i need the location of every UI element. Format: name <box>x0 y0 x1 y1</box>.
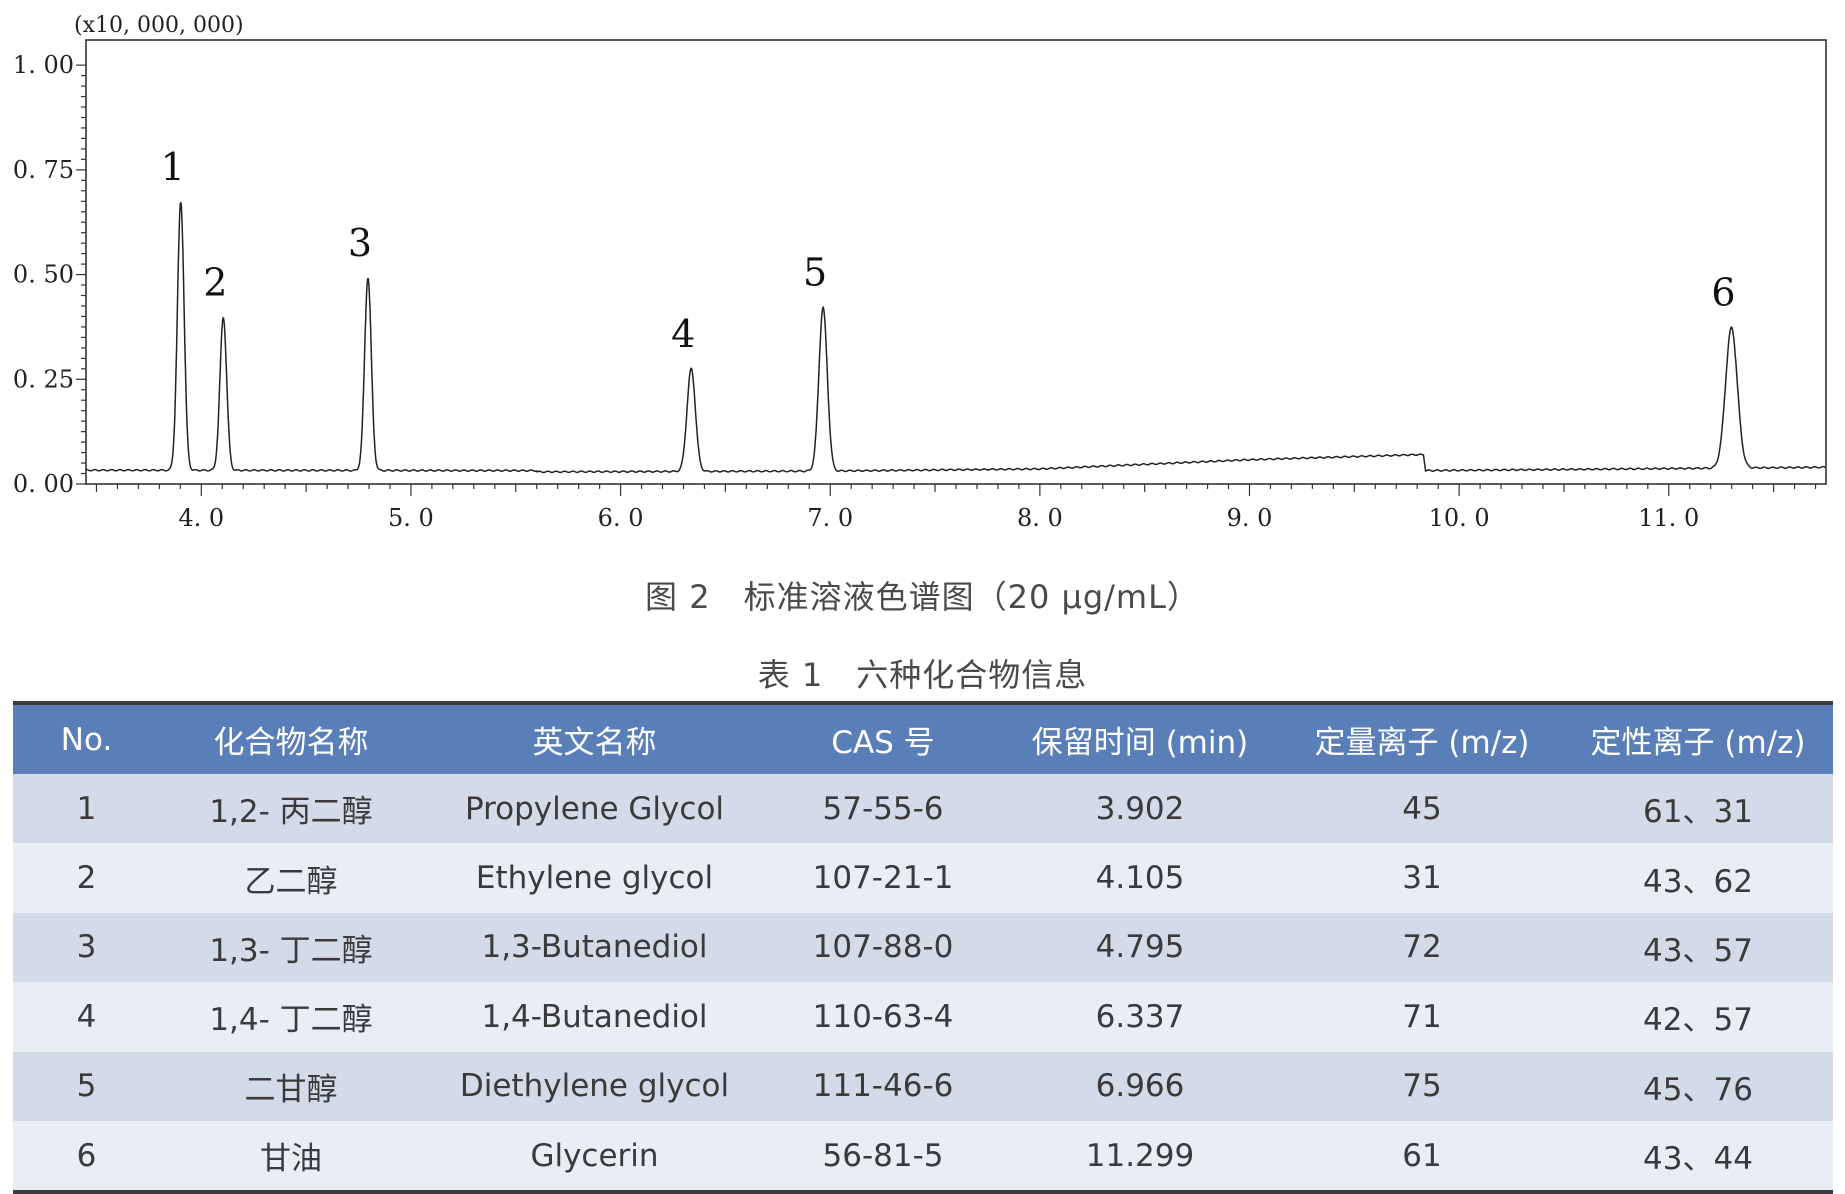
y-tick-label: 1. 00 <box>13 51 74 79</box>
cell-retention-time: 6.337 <box>999 982 1281 1052</box>
cell-quant-ion: 61 <box>1281 1120 1563 1194</box>
header-retention-time: 保留时间 (min) <box>999 701 1281 774</box>
header-quant-ion: 定量离子 (m/z) <box>1281 701 1563 774</box>
y-multiplier-label: (x10, 000, 000) <box>74 13 244 38</box>
cell-retention-time: 4.795 <box>999 912 1281 983</box>
cell-cas: 107-88-0 <box>767 912 999 983</box>
cell-compound-name: 1,2- 丙二醇 <box>160 774 422 844</box>
table-row: 2 乙二醇 Ethylene glycol 107-21-1 4.105 31 … <box>13 843 1833 913</box>
y-tick-label: 0. 00 <box>13 470 74 498</box>
cell-qual-ion: 43、62 <box>1563 843 1833 913</box>
header-english-name: 英文名称 <box>422 701 767 774</box>
x-tick-label: 9. 0 <box>1227 504 1273 532</box>
x-tick-label: 11. 0 <box>1638 504 1699 532</box>
cell-compound-name: 1,4- 丁二醇 <box>160 982 422 1052</box>
cell-quant-ion: 72 <box>1281 912 1563 983</box>
compound-info-table: No. 化合物名称 英文名称 CAS 号 保留时间 (min) 定量离子 (m/… <box>13 701 1833 1194</box>
peak-label: 6 <box>1711 271 1735 315</box>
header-compound-name: 化合物名称 <box>160 701 422 774</box>
x-tick-label: 10. 0 <box>1429 504 1490 532</box>
cell-cas: 110-63-4 <box>767 982 999 1052</box>
x-tick-label: 8. 0 <box>1017 504 1063 532</box>
cell-no: 6 <box>13 1120 160 1194</box>
peak-label: 3 <box>348 221 372 265</box>
cell-english-name: 1,4-Butanediol <box>422 982 767 1052</box>
cell-cas: 56-81-5 <box>767 1120 999 1194</box>
cell-quant-ion: 45 <box>1281 774 1563 844</box>
x-tick-label: 5. 0 <box>388 504 434 532</box>
cell-no: 1 <box>13 774 160 844</box>
cell-compound-name: 二甘醇 <box>160 1051 422 1121</box>
cell-english-name: Glycerin <box>422 1120 767 1194</box>
table-row: 3 1,3- 丁二醇 1,3-Butanediol 107-88-0 4.795… <box>13 912 1833 983</box>
cell-retention-time: 3.902 <box>999 774 1281 844</box>
table-row: 6 甘油 Glycerin 56-81-5 11.299 61 43、44 <box>13 1120 1833 1194</box>
table-row: 4 1,4- 丁二醇 1,4-Butanediol 110-63-4 6.337… <box>13 982 1833 1052</box>
chromatogram-svg: 0. 00 0. 25 0. 50 0. 75 1. 00(x10, 000, 000)… <box>13 13 1827 532</box>
cell-english-name: Diethylene glycol <box>422 1051 767 1121</box>
header-no: No. <box>13 701 160 774</box>
peak-label: 2 <box>203 260 227 304</box>
cell-compound-name: 甘油 <box>160 1120 422 1194</box>
y-tick-label: 0. 75 <box>13 156 74 184</box>
y-tick-label: 0. 25 <box>13 365 74 393</box>
cell-english-name: 1,3-Butanediol <box>422 912 767 983</box>
peak-label: 4 <box>671 312 695 356</box>
cell-cas: 57-55-6 <box>767 774 999 844</box>
table-row: 5 二甘醇 Diethylene glycol 111-46-6 6.966 7… <box>13 1051 1833 1121</box>
peak-label: 5 <box>803 251 827 295</box>
cell-quant-ion: 71 <box>1281 982 1563 1052</box>
header-cas: CAS 号 <box>767 701 999 774</box>
peak-label: 1 <box>161 145 185 189</box>
cell-compound-name: 1,3- 丁二醇 <box>160 912 422 983</box>
cell-qual-ion: 45、76 <box>1563 1051 1833 1121</box>
table-caption: 表 1 六种化合物信息 <box>757 656 1088 694</box>
cell-retention-time: 11.299 <box>999 1120 1281 1194</box>
cell-qual-ion: 42、57 <box>1563 982 1833 1052</box>
cell-no: 3 <box>13 912 160 983</box>
chromatogram-trace <box>85 202 1826 474</box>
x-tick-label: 6. 0 <box>598 504 644 532</box>
cell-no: 5 <box>13 1051 160 1121</box>
cell-compound-name: 乙二醇 <box>160 843 422 913</box>
cell-cas: 111-46-6 <box>767 1051 999 1121</box>
x-tick-label: 7. 0 <box>807 504 853 532</box>
cell-no: 2 <box>13 843 160 913</box>
table-row: 1 1,2- 丙二醇 Propylene Glycol 57-55-6 3.90… <box>13 774 1833 844</box>
chromatogram: 0. 00 0. 25 0. 50 0. 75 1. 00 (x10, 000, 000)… <box>0 0 1845 560</box>
cell-retention-time: 4.105 <box>999 843 1281 913</box>
cell-english-name: Propylene Glycol <box>422 774 767 844</box>
cell-qual-ion: 43、57 <box>1563 912 1833 983</box>
table-header-row: No. 化合物名称 英文名称 CAS 号 保留时间 (min) 定量离子 (m/… <box>13 701 1833 774</box>
cell-quant-ion: 75 <box>1281 1051 1563 1121</box>
cell-retention-time: 6.966 <box>999 1051 1281 1121</box>
cell-qual-ion: 61、31 <box>1563 774 1833 844</box>
figure-caption: 图 2 标准溶液色谱图（20 μg/mL） <box>645 578 1200 616</box>
cell-no: 4 <box>13 982 160 1052</box>
header-qual-ion: 定性离子 (m/z) <box>1563 701 1833 774</box>
x-tick-label: 4. 0 <box>178 504 224 532</box>
cell-qual-ion: 43、44 <box>1563 1120 1833 1194</box>
cell-cas: 107-21-1 <box>767 843 999 913</box>
cell-english-name: Ethylene glycol <box>422 843 767 913</box>
y-tick-label: 0. 50 <box>13 261 74 289</box>
cell-quant-ion: 31 <box>1281 843 1563 913</box>
